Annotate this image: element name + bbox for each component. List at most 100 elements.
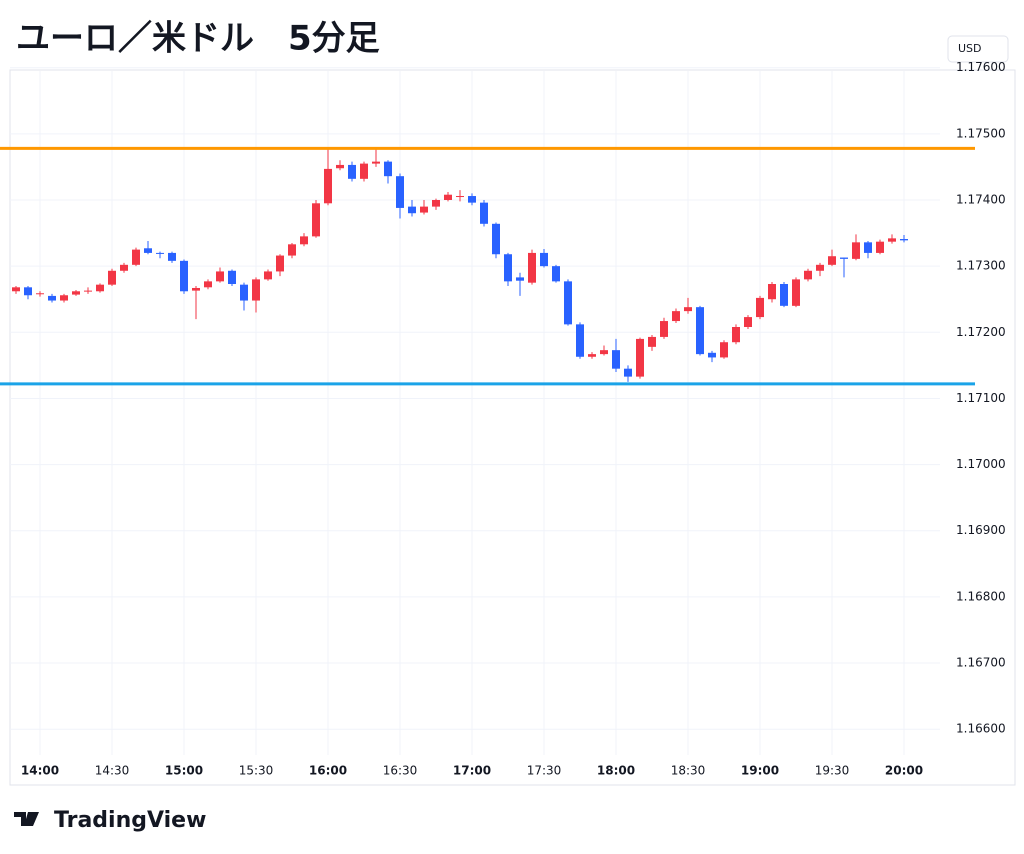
y-tick-label: 1.17600 — [956, 60, 1006, 74]
candle-body — [804, 270, 812, 280]
candle-body — [816, 264, 824, 271]
y-tick-label: 1.17400 — [956, 192, 1006, 206]
candle-body — [600, 350, 608, 355]
candle-body — [48, 295, 56, 301]
x-tick-label: 17:30 — [527, 764, 562, 778]
candle-body — [624, 368, 632, 377]
candle-body — [564, 281, 572, 325]
currency: USD — [958, 42, 982, 55]
candle-body — [132, 249, 140, 265]
candle-body — [648, 336, 656, 347]
x-tick-label: 16:30 — [383, 764, 418, 778]
candle-body — [336, 164, 344, 169]
currency-box — [947, 35, 1009, 63]
candle-body — [396, 176, 404, 208]
candle-body — [312, 203, 320, 237]
candle-body — [228, 270, 236, 285]
candle-body — [780, 284, 788, 306]
candle-body — [492, 223, 500, 255]
candle-body — [264, 271, 272, 280]
candle-body — [828, 256, 836, 265]
candle-body — [420, 206, 428, 213]
candle-body — [36, 293, 44, 295]
candle-body — [360, 163, 368, 179]
y-tick-label: 1.17000 — [956, 457, 1006, 471]
candle-body — [96, 284, 104, 292]
candle-body — [300, 236, 308, 245]
candle-body — [252, 279, 260, 301]
y-tick-label: 1.16600 — [956, 722, 1006, 736]
candle-body — [288, 244, 296, 256]
candle-body — [504, 254, 512, 282]
candle-body — [432, 199, 440, 207]
candle-body — [456, 196, 464, 198]
candle-body — [204, 281, 212, 288]
candle-body — [540, 252, 548, 267]
candle-body — [696, 307, 704, 355]
candle-body — [840, 257, 848, 259]
candle-body — [240, 284, 248, 301]
candle-body — [636, 338, 644, 377]
x-tick-label: 19:00 — [741, 764, 779, 778]
candle-body — [444, 194, 452, 200]
candle-body — [552, 266, 560, 282]
y-tick-label: 1.17100 — [956, 391, 1006, 405]
candle-body — [612, 350, 620, 369]
x-tick-label: 14:00 — [21, 764, 59, 778]
candle-body — [372, 161, 380, 164]
chart-title: ユーロ／米ドル 5分足 — [16, 19, 380, 59]
candle-body — [276, 255, 284, 272]
x-tick-label: 17:00 — [453, 764, 491, 778]
y-tick-label: 1.16700 — [956, 656, 1006, 670]
y-tick-label: 1.16800 — [956, 589, 1006, 603]
candle-body — [156, 252, 164, 254]
candle-body — [792, 279, 800, 306]
y-tick-label: 1.17500 — [956, 126, 1006, 140]
candle-body — [756, 297, 764, 318]
candle-body — [684, 307, 692, 312]
candle-body — [108, 270, 116, 285]
candle-body — [468, 196, 476, 203]
candle-body — [24, 287, 32, 296]
candle-body — [216, 271, 224, 282]
brand-logo — [14, 812, 39, 826]
candle-body — [768, 284, 776, 300]
candle-body — [72, 291, 80, 295]
x-tick-label: 19:30 — [815, 764, 850, 778]
x-tick-label: 18:30 — [671, 764, 706, 778]
candle-body — [60, 295, 68, 301]
y-tick-label: 1.17200 — [956, 325, 1006, 339]
candle-body — [192, 287, 200, 291]
candle-body — [744, 317, 752, 328]
candle-body — [864, 242, 872, 253]
y-tick-label: 1.17300 — [956, 259, 1006, 273]
candle-body — [852, 242, 860, 259]
x-tick-label: 20:00 — [885, 764, 923, 778]
candle-body — [888, 238, 896, 242]
brand: TradingView — [54, 808, 206, 833]
x-tick-label: 18:00 — [597, 764, 635, 778]
candle-body — [480, 202, 488, 224]
candle-body — [876, 241, 884, 253]
candle-body — [12, 287, 20, 292]
candle-body — [144, 248, 152, 253]
candle-body — [528, 252, 536, 283]
candle-body — [348, 164, 356, 179]
candle-body — [660, 321, 668, 337]
candle-body — [168, 252, 176, 261]
x-tick-label: 15:00 — [165, 764, 203, 778]
candle-body — [900, 239, 908, 241]
candle-body — [408, 206, 416, 214]
candle-body — [180, 260, 188, 292]
x-tick-label: 15:30 — [239, 764, 274, 778]
chart-frame — [9, 69, 1016, 786]
candle-body — [720, 342, 728, 358]
candle-body — [120, 264, 128, 271]
candle-body — [384, 161, 392, 177]
candle-body — [732, 327, 740, 343]
candle-body — [708, 352, 716, 358]
candle-body — [576, 324, 584, 357]
y-tick-label: 1.16900 — [956, 523, 1006, 537]
candle-body — [516, 277, 524, 281]
